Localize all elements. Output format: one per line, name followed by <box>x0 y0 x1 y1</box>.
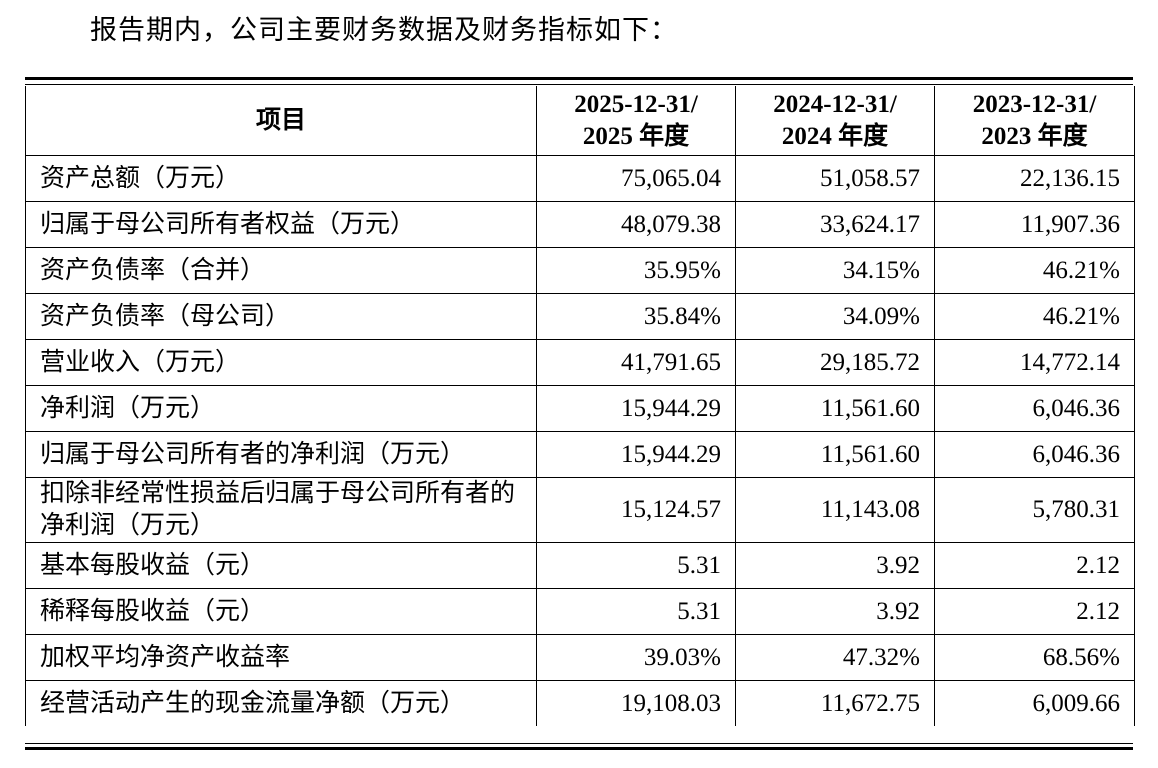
cell-value: 22,136.15 <box>934 155 1135 202</box>
cell-value: 19,108.03 <box>536 680 736 726</box>
cell-value: 15,944.29 <box>536 431 736 478</box>
cell-value: 6,046.36 <box>934 431 1135 478</box>
row-label: 归属于母公司所有者的净利润（万元） <box>25 431 537 478</box>
cell-value: 39.03% <box>536 634 736 681</box>
cell-value: 3.92 <box>735 588 935 635</box>
cell-value: 34.09% <box>735 293 935 340</box>
row-label: 资产负债率（合并） <box>25 247 537 294</box>
rule <box>25 84 1133 85</box>
row-label: 基本每股收益（元） <box>25 542 537 589</box>
cell-value: 33,624.17 <box>735 201 935 248</box>
cell-value: 14,772.14 <box>934 339 1135 386</box>
cell-value: 11,143.08 <box>735 477 935 543</box>
row-label: 扣除非经常性损益后归属于母公司所有者的净利润（万元） <box>25 477 537 543</box>
table-row: 营业收入（万元） 41,791.65 29,185.72 14,772.14 <box>25 339 1135 386</box>
table-row: 经营活动产生的现金流量净额（万元） 19,108.03 11,672.75 6,009… <box>25 680 1135 726</box>
cell-value: 29,185.72 <box>735 339 935 386</box>
intro-text: 报告期内，公司主要财务数据及财务指标如下： <box>90 15 678 45</box>
table-row: 净利润（万元） 15,944.29 11,561.60 6,046.36 <box>25 385 1135 432</box>
cell-value: 6,009.66 <box>934 680 1135 726</box>
cell-value: 5.31 <box>536 588 736 635</box>
column-header: 2024-12-31/ 2024 年度 <box>735 86 935 156</box>
table-row: 归属于母公司所有者权益（万元） 48,079.38 33,624.17 11,907.… <box>25 201 1135 248</box>
cell-value: 75,065.04 <box>536 155 736 202</box>
cell-value: 15,944.29 <box>536 385 736 432</box>
table-row: 扣除非经常性损益后归属于母公司所有者的净利润（万元） 15,124.57 11,14… <box>25 477 1135 543</box>
cell-value: 51,058.57 <box>735 155 935 202</box>
cell-value: 11,561.60 <box>735 385 935 432</box>
column-header: 项目 <box>25 86 537 156</box>
header-row: 项目 2025-12-31/ 2025 年度 2024-12-31/ 2024 年度… <box>25 86 1135 156</box>
cell-value: 11,907.36 <box>934 201 1135 248</box>
row-label: 资产总额（万元） <box>25 155 537 202</box>
row-label: 经营活动产生的现金流量净额（万元） <box>25 680 537 726</box>
cell-value: 11,561.60 <box>735 431 935 478</box>
cell-value: 3.92 <box>735 542 935 589</box>
cell-value: 35.84% <box>536 293 736 340</box>
table-row: 基本每股收益（元） 5.31 3.92 2.12 <box>25 542 1135 589</box>
table-row: 资产负债率（母公司） 35.84% 34.09% 46.21% <box>25 293 1135 340</box>
cell-value: 2.12 <box>934 588 1135 635</box>
cell-value: 15,124.57 <box>536 477 736 543</box>
row-label: 资产负债率（母公司） <box>25 293 537 340</box>
cell-value: 46.21% <box>934 247 1135 294</box>
table-row: 归属于母公司所有者的净利润（万元） 15,944.29 11,561.60 6,046… <box>25 431 1135 478</box>
cell-value: 47.32% <box>735 634 935 681</box>
cell-value: 41,791.65 <box>536 339 736 386</box>
financial-table: 项目 2025-12-31/ 2025 年度 2024-12-31/ 2024 年度… <box>25 86 1135 726</box>
cell-value: 34.15% <box>735 247 935 294</box>
column-header: 2023-12-31/ 2023 年度 <box>934 86 1135 156</box>
cell-value: 11,672.75 <box>735 680 935 726</box>
cell-value: 2.12 <box>934 542 1135 589</box>
row-label: 加权平均净资产收益率 <box>25 634 537 681</box>
row-label: 营业收入（万元） <box>25 339 537 386</box>
cell-value: 5.31 <box>536 542 736 589</box>
row-label: 归属于母公司所有者权益（万元） <box>25 201 537 248</box>
cell-value: 68.56% <box>934 634 1135 681</box>
table-row: 资产负债率（合并） 35.95% 34.15% 46.21% <box>25 247 1135 294</box>
row-label: 净利润（万元） <box>25 385 537 432</box>
table-row: 稀释每股收益（元） 5.31 3.92 2.12 <box>25 588 1135 635</box>
cell-value: 35.95% <box>536 247 736 294</box>
row-label: 稀释每股收益（元） <box>25 588 537 635</box>
column-header: 2025-12-31/ 2025 年度 <box>536 86 736 156</box>
table-row: 资产总额（万元） 75,065.04 51,058.57 22,136.15 <box>25 155 1135 202</box>
rule <box>25 747 1133 750</box>
rule <box>25 77 1133 80</box>
cell-value: 6,046.36 <box>934 385 1135 432</box>
cell-value: 46.21% <box>934 293 1135 340</box>
rule <box>25 743 1133 744</box>
cell-value: 5,780.31 <box>934 477 1135 543</box>
cell-value: 48,079.38 <box>536 201 736 248</box>
table-row: 加权平均净资产收益率 39.03% 47.32% 68.56% <box>25 634 1135 681</box>
